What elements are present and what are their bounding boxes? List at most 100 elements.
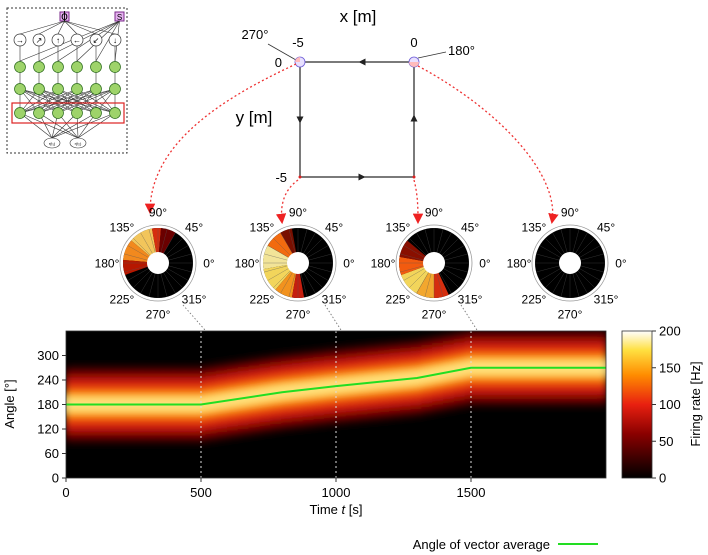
polar-angle-label: 270°: [146, 308, 171, 322]
polar-angle-label: 45°: [461, 220, 479, 234]
polar-angle-label: 225°: [522, 293, 547, 307]
polar-angle-label: 315°: [458, 293, 483, 307]
inset-neuron-node: [109, 83, 121, 95]
polar-sector: [399, 256, 434, 275]
x-tick-label: 0: [62, 485, 69, 500]
colorbar-tick-label: 50: [659, 434, 673, 449]
trajectory-x-tick-0: 0: [410, 35, 417, 50]
inset-line: [76, 88, 116, 114]
inset-input-s: S: [114, 11, 125, 22]
link-arrow-3: [412, 179, 424, 225]
trajectory-y-label: y [m]: [236, 108, 273, 127]
polar-angle-label: 0°: [343, 257, 355, 271]
inset-line: [51, 112, 97, 139]
corner-angle-270: 270°: [242, 27, 269, 42]
polar-connector-1: [182, 304, 206, 331]
colorbar-tick-label: 150: [659, 360, 681, 375]
inset-line: [57, 20, 120, 62]
heatmap-x-label-prefix: Time: [310, 502, 342, 517]
polar-angle-label: 90°: [425, 206, 443, 220]
y-tick-label: 240: [37, 373, 59, 388]
x-tick-label: 1500: [457, 485, 486, 500]
polar-connectors: [182, 304, 478, 331]
inset-line: [57, 20, 65, 35]
inset-ring-glyph: ↗: [36, 36, 43, 45]
network-inset: ϕ S → ↗ ↑ ← ↙ ↓ r(t₁) r(t₂): [6, 7, 128, 154]
corner-marker-top-left: [294, 56, 306, 68]
polar-center-hole: [423, 252, 445, 274]
inset-line: [64, 20, 78, 35]
inset-ring-glyph: →: [16, 36, 24, 45]
inset-line: [19, 88, 97, 114]
legend: Angle of vector average: [413, 537, 598, 552]
legend-label: Angle of vector average: [413, 537, 550, 552]
inset-neuron-node: [14, 107, 26, 119]
inset-neuron-node: [71, 107, 83, 119]
polar-plot-3: 90° 45° 0° 315° 270° 225° 180° 135°: [371, 206, 491, 322]
x-tick-label: 1000: [322, 485, 351, 500]
y-tick-label: 60: [45, 446, 59, 461]
heatmap-x-label: Time t [s]: [310, 502, 363, 517]
inset-neuron-node: [109, 61, 121, 73]
heatmap-x-ticks: 0 500 1000 1500: [62, 478, 485, 500]
trajectory-y-tick-0: 0: [275, 55, 282, 70]
inset-line: [64, 20, 97, 35]
trajectory-x-label: x [m]: [340, 7, 377, 26]
inset-line: [51, 112, 116, 139]
polar-center-hole: [147, 252, 169, 274]
y-tick-label: 300: [37, 348, 59, 363]
inset-line: [19, 20, 65, 35]
inset-nodes: → ↗ ↑ ← ↙ ↓: [13, 33, 122, 119]
y-tick-label: 0: [52, 471, 59, 486]
polar-angle-label: 180°: [507, 257, 532, 271]
y-tick-label: 180: [37, 397, 59, 412]
inset-neuron-node: [71, 61, 83, 73]
y-tick-label: 120: [37, 422, 59, 437]
heatmap-y-label: Angle [°]: [2, 379, 17, 428]
inset-line: [19, 88, 59, 114]
link-arrow-2: [275, 179, 299, 225]
inset-line: [19, 112, 79, 139]
inset-ring-node: [70, 33, 84, 47]
inset-ring-glyph: ↙: [93, 36, 100, 45]
polar-angle-label: 0°: [479, 257, 491, 271]
colorbar-label: Firing rate [Hz]: [688, 361, 703, 446]
inset-ring-node: [51, 33, 65, 47]
polar-angle-label: 0°: [203, 257, 215, 271]
heatmap-x-label-var: t: [342, 502, 347, 517]
polar-connector-3: [460, 304, 478, 331]
trajectory-x-tick-minus5: -5: [292, 35, 304, 50]
trajectory-square: [299, 61, 415, 178]
phi-label: ϕ: [61, 9, 68, 23]
vector-average-line: [66, 366, 606, 406]
polar-angle-label: 270°: [558, 308, 583, 322]
inset-neuron-node: [33, 107, 45, 119]
inset-line: [38, 20, 65, 35]
polar-angle-label: 225°: [386, 293, 411, 307]
polar-plot-1: 90° 45° 0° 315° 270° 225° 180° 135°: [95, 206, 215, 322]
polar-sector: [401, 263, 434, 294]
inset-neuron-node: [52, 107, 64, 119]
inset-ring-glyph: ↓: [113, 36, 117, 45]
polar-angle-label: 225°: [250, 293, 275, 307]
colorbar-tick-label: 200: [659, 324, 681, 339]
polar-plot-4: 90° 45° 0° 315° 270° 225° 180° 135°: [507, 206, 627, 322]
corner-dot-bottom-right: [412, 175, 416, 179]
polar-sector: [151, 228, 162, 263]
inset-line: [19, 20, 120, 62]
polar-angle-label: 45°: [597, 220, 615, 234]
trajectory-panel: x [m] y [m] -5 0 0 -5 270° 180°: [144, 7, 559, 225]
inset-line: [38, 88, 116, 114]
polar-angle-label: 225°: [110, 293, 135, 307]
inset-input-phi: ϕ: [59, 9, 70, 23]
inset-line: [77, 112, 116, 139]
inset-neuron-node: [90, 61, 102, 73]
inset-neuron-node: [52, 61, 64, 73]
corner-angle-180: 180°: [448, 43, 475, 58]
polar-angle-label: 90°: [149, 206, 167, 220]
inset-ring-node: [32, 33, 46, 47]
readout-1-label: r(t₁): [49, 141, 56, 146]
inset-neuron-node: [14, 61, 26, 73]
leader-180: [417, 51, 447, 59]
